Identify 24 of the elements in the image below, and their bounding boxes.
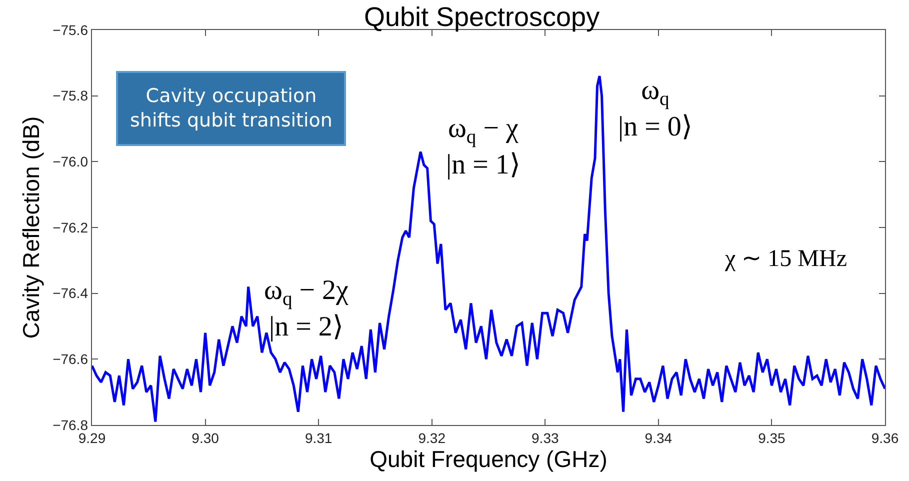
y-tick-label: −76.2 <box>52 219 88 236</box>
x-tick-label: 9.32 <box>418 430 446 446</box>
line-series <box>92 74 885 423</box>
y-tick-label: −76.0 <box>52 154 88 170</box>
annotation: Cavity occupation shifts qubit transition <box>130 85 332 132</box>
y-tick-label: −75.6 <box>52 22 88 38</box>
y-tick-label: −76.8 <box>52 416 88 433</box>
y-tick-label: −76.4 <box>52 285 88 302</box>
annotation: ω$_{q}$ − 2χ |n = 2⟩ <box>264 275 350 342</box>
x-tick-label: 9.30 <box>192 430 220 446</box>
x-tick-label: 9.34 <box>644 430 672 446</box>
y-tick-label: −75.8 <box>52 88 88 104</box>
y-tick-label: −76.6 <box>52 351 88 368</box>
y-axis-title: Cavity Reflection (dB) <box>18 116 44 339</box>
chart-title: Qubit Spectroscopy <box>364 2 600 32</box>
annotation: ω$_{q}$ |n = 0⟩ <box>618 75 692 142</box>
x-tick-label: 9.29 <box>78 430 106 446</box>
x-tick-label: 9.35 <box>758 430 786 446</box>
x-tick-label: 9.33 <box>532 430 559 446</box>
annotation: χ ∼ 15 MHz <box>724 246 847 272</box>
x-tick-label: 9.31 <box>304 430 332 446</box>
x-axis-title: Qubit Frequency (GHz) <box>370 446 608 472</box>
annotation: ω$_{q}$ − χ |n = 1⟩ <box>446 113 520 180</box>
x-tick-label: 9.36 <box>871 430 899 446</box>
